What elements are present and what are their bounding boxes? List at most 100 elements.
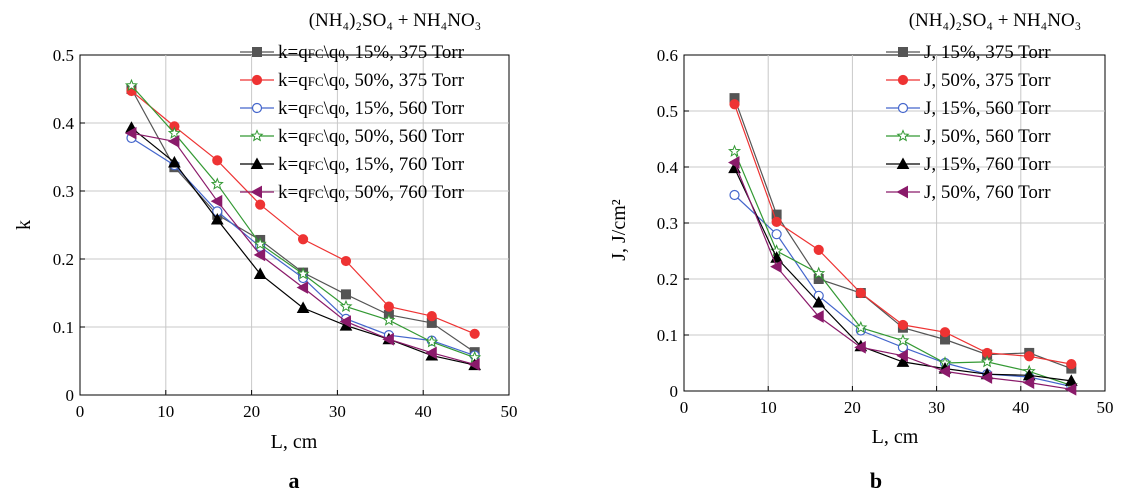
legend-item: J, 15%, 760 Torr [886,154,1051,175]
data-point [771,229,782,240]
legend-a: k=qFC\q0, 15%, 375 Torr k=qFC\q0, 50%, 37… [240,42,465,203]
x-tick-label: 50 [1097,398,1114,417]
y-tick-label: 0.5 [657,102,678,121]
legend-item: k=qFC\q0, 15%, 375 Torr [240,42,465,63]
data-point [382,332,394,346]
data-point [727,156,740,169]
panel-label-b: b [870,468,882,493]
legend-item: J, 50%, 375 Torr [886,70,1051,91]
data-point [297,234,309,245]
chart-panel-b: 0 0.1 0.2 0.3 0.4 0.5 0.6 0 10 20 30 40 50 L, cm J, … [608,10,1114,493]
legend-marker [251,102,263,114]
x-axis-title-a: L, cm [271,431,318,453]
series-a-2 [126,85,480,339]
data-point [253,237,267,250]
data-point [124,126,137,140]
data-point [854,340,866,354]
y-tick-label: 0.5 [53,46,74,65]
data-point [339,315,351,328]
data-point [812,295,826,308]
legend-marker [250,129,264,142]
y-tick-label: 0 [66,386,75,405]
y-tick-label: 0.2 [657,270,678,289]
legend-label: k=qFC\q0, 15%, 375 Torr [278,42,465,63]
series-b-6 [727,156,1077,396]
legend-item: J, 15%, 375 Torr [886,42,1051,63]
y-axis-title-a: k [13,220,35,230]
data-point [168,155,181,168]
y-tick-label: 0.1 [53,318,74,337]
y-tick-label: 0.6 [657,46,678,65]
y-tick-label: 0.1 [657,326,678,345]
legend-item: J, 50%, 760 Torr [886,182,1051,203]
data-point [210,194,223,208]
series-group-b [727,93,1078,396]
legend-marker [252,47,262,57]
x-axis-title-b: L, cm [872,426,919,448]
x-tick-label: 40 [1012,398,1029,417]
data-point [980,355,994,368]
legend-item: k=qFC\q0, 15%, 760 Torr [240,154,465,175]
data-point [426,311,437,322]
data-point [124,78,139,92]
legend-item: k=qFC\q0, 50%, 375 Torr [240,70,465,91]
x-tick-label: 10 [157,402,174,421]
data-point [425,346,437,360]
y-axis-title-b: J, J/cm² [608,199,630,261]
data-point [1064,374,1078,386]
data-point [212,155,223,166]
legend-label: k=qFC\q0, 50%, 760 Torr [278,182,465,203]
data-point [813,244,824,255]
x-tick-label: 30 [928,398,945,417]
data-point [980,371,993,384]
legend-item: k=qFC\q0, 15%, 560 Torr [240,98,465,119]
data-point [383,301,394,312]
gridlines-b [683,54,1106,392]
data-point [340,289,351,300]
legend-label: J, 15%, 375 Torr [924,42,1051,63]
data-point [938,365,951,378]
legend-marker [896,185,908,199]
data-point [469,328,480,339]
y-tick-label: 0.4 [657,158,679,177]
x-tick-label: 20 [844,398,861,417]
data-point [382,313,396,326]
legend-label: J, 50%, 560 Torr [924,126,1051,147]
plot-frame-a [79,54,510,396]
data-point [727,144,742,157]
data-point [296,281,309,294]
chart-panel-a: 0 0.1 0.2 0.3 0.4 0.5 0 10 20 30 40 50 L, cm k (NH₄… [13,10,518,493]
data-point [253,267,267,279]
data-point [468,358,480,371]
x-tick-label: 50 [501,402,518,421]
legend-title-a: (NH₄)₂SO₄ + NH₄NO₃ [309,10,482,31]
data-point [1024,351,1035,362]
legend-label: J, 15%, 760 Torr [924,154,1051,175]
legend-label: k=qFC\q0, 50%, 560 Torr [278,126,465,147]
y-tick-label: 0.3 [53,182,74,201]
y-tick-label: 0 [670,382,679,401]
legend-marker [897,102,909,114]
legend-label: k=qFC\q0, 15%, 760 Torr [278,154,465,175]
data-point [812,310,824,323]
legend-item: k=qFC\q0, 50%, 560 Torr [240,126,465,147]
data-point [770,260,782,274]
legend-item: J, 15%, 560 Torr [886,98,1051,119]
series-group-a [124,78,482,371]
data-point [296,267,310,280]
series-a-4 [124,78,482,364]
data-point [1066,359,1077,370]
y-tick-label: 0.2 [53,250,74,269]
legend-title-b: (NH₄)₂SO₄ + NH₄NO₃ [909,10,1082,31]
data-point [339,299,353,313]
data-point [167,135,180,148]
data-point [167,126,181,139]
legend-label: k=qFC\q0, 15%, 560 Torr [278,98,465,119]
x-tick-label: 30 [329,402,346,421]
legend-label: J, 50%, 760 Torr [924,182,1051,203]
data-point [771,216,782,227]
x-tick-label: 20 [243,402,260,421]
legend-marker [251,74,263,86]
data-point [897,319,909,331]
